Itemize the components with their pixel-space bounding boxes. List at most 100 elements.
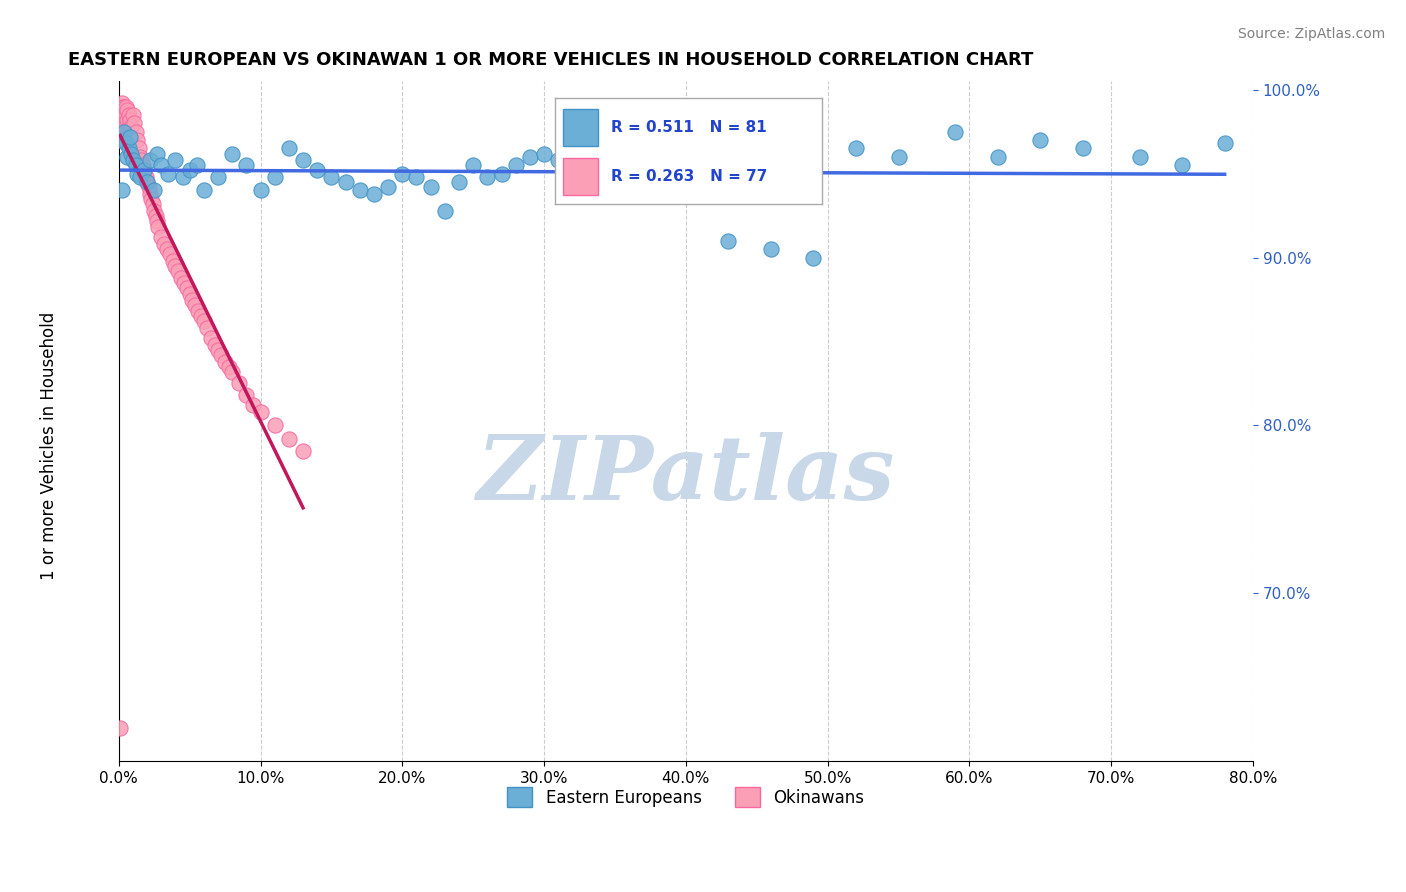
Eastern Europeans — [759, 242, 782, 256]
Eastern Europeans — [186, 158, 208, 172]
Okinawans — [121, 120, 143, 134]
Eastern Europeans — [589, 175, 612, 189]
Text: ZIPatlas: ZIPatlas — [477, 433, 894, 519]
Eastern Europeans — [125, 158, 148, 172]
Okinawans — [110, 103, 132, 117]
Eastern Europeans — [111, 133, 134, 147]
Eastern Europeans — [561, 163, 583, 178]
Eastern Europeans — [292, 153, 315, 168]
Okinawans — [139, 186, 162, 201]
Okinawans — [146, 213, 169, 227]
Eastern Europeans — [193, 183, 215, 197]
Okinawans — [242, 398, 264, 412]
Okinawans — [108, 133, 131, 147]
Okinawans — [193, 314, 215, 328]
Eastern Europeans — [134, 163, 156, 178]
Eastern Europeans — [115, 150, 138, 164]
Okinawans — [110, 129, 132, 144]
Eastern Europeans — [617, 186, 640, 201]
Okinawans — [118, 120, 141, 134]
Okinawans — [138, 180, 160, 194]
Eastern Europeans — [377, 180, 399, 194]
Okinawans — [214, 354, 236, 368]
Eastern Europeans — [419, 180, 441, 194]
Okinawans — [235, 388, 257, 402]
Okinawans — [207, 343, 229, 357]
Okinawans — [221, 365, 243, 379]
Okinawans — [127, 133, 149, 147]
Okinawans — [111, 125, 134, 139]
Okinawans — [176, 281, 198, 295]
Eastern Europeans — [987, 150, 1010, 164]
Eastern Europeans — [179, 163, 201, 178]
Eastern Europeans — [129, 169, 152, 184]
Okinawans — [218, 359, 240, 374]
Text: EASTERN EUROPEAN VS OKINAWAN 1 OR MORE VEHICLES IN HOUSEHOLD CORRELATION CHART: EASTERN EUROPEAN VS OKINAWAN 1 OR MORE V… — [67, 51, 1033, 69]
Okinawans — [111, 116, 134, 130]
Okinawans — [108, 125, 131, 139]
Okinawans — [142, 197, 165, 211]
Okinawans — [187, 304, 209, 318]
Eastern Europeans — [405, 169, 427, 184]
Okinawans — [195, 321, 218, 335]
Eastern Europeans — [249, 183, 271, 197]
Okinawans — [159, 247, 181, 261]
Okinawans — [204, 338, 226, 352]
Okinawans — [148, 220, 170, 235]
Eastern Europeans — [127, 167, 149, 181]
Okinawans — [141, 192, 163, 206]
Eastern Europeans — [121, 146, 143, 161]
Eastern Europeans — [235, 158, 257, 172]
Okinawans — [167, 264, 190, 278]
Okinawans — [170, 270, 193, 285]
Eastern Europeans — [143, 183, 166, 197]
Eastern Europeans — [110, 183, 132, 197]
Eastern Europeans — [172, 169, 194, 184]
Eastern Europeans — [661, 180, 683, 194]
Okinawans — [136, 175, 159, 189]
Okinawans — [134, 167, 156, 181]
Okinawans — [190, 310, 212, 324]
Okinawans — [153, 237, 176, 252]
Eastern Europeans — [307, 163, 329, 178]
Okinawans — [108, 99, 131, 113]
Okinawans — [128, 141, 150, 155]
Eastern Europeans — [803, 251, 825, 265]
Okinawans — [124, 116, 146, 130]
Eastern Europeans — [263, 169, 285, 184]
Eastern Europeans — [633, 163, 655, 178]
Eastern Europeans — [277, 141, 299, 155]
Okinawans — [115, 103, 138, 117]
Eastern Europeans — [887, 150, 910, 164]
Eastern Europeans — [391, 167, 413, 181]
Eastern Europeans — [491, 167, 513, 181]
Eastern Europeans — [112, 125, 135, 139]
Okinawans — [131, 153, 153, 168]
Okinawans — [129, 150, 152, 164]
Eastern Europeans — [122, 153, 145, 168]
Text: Source: ZipAtlas.com: Source: ZipAtlas.com — [1237, 27, 1385, 41]
Eastern Europeans — [647, 169, 669, 184]
Eastern Europeans — [533, 146, 555, 161]
Eastern Europeans — [1071, 141, 1094, 155]
Okinawans — [162, 254, 184, 268]
Okinawans — [110, 112, 132, 126]
Eastern Europeans — [321, 169, 343, 184]
Okinawans — [277, 432, 299, 446]
Okinawans — [156, 242, 179, 256]
Eastern Europeans — [433, 203, 456, 218]
Okinawans — [263, 418, 285, 433]
Okinawans — [110, 120, 132, 134]
Okinawans — [209, 348, 232, 362]
Okinawans — [173, 276, 195, 290]
Okinawans — [118, 108, 141, 122]
Eastern Europeans — [603, 183, 626, 197]
Eastern Europeans — [547, 153, 569, 168]
Okinawans — [111, 108, 134, 122]
Eastern Europeans — [1171, 158, 1194, 172]
Okinawans — [200, 331, 222, 345]
Eastern Europeans — [136, 175, 159, 189]
Eastern Europeans — [1213, 136, 1236, 151]
Eastern Europeans — [519, 150, 541, 164]
Okinawans — [228, 376, 250, 391]
